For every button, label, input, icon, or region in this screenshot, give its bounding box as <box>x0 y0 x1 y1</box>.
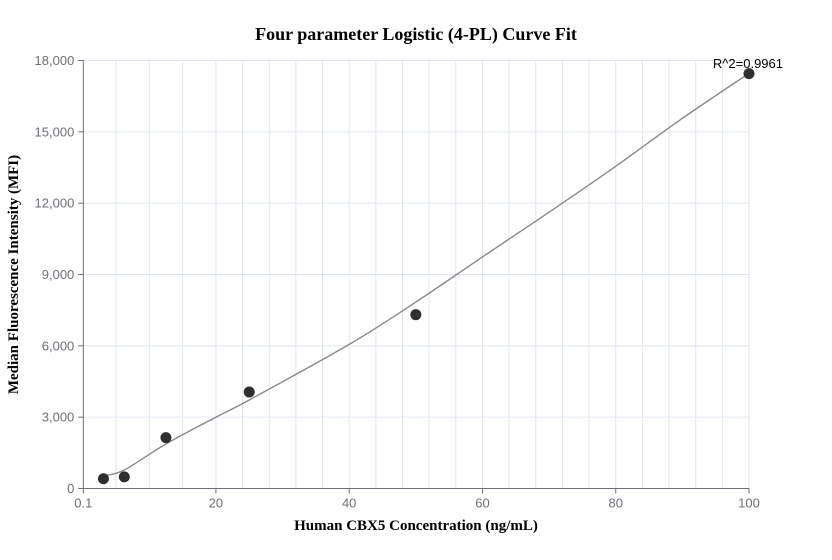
y-tick-label: 12,000 <box>35 196 75 211</box>
data-points <box>97 68 755 485</box>
data-point <box>743 68 755 80</box>
data-point <box>97 473 109 485</box>
axes: 0.1 20 40 60 80 100 0 3,000 6,000 9,000 12,000 15,0… <box>35 53 760 511</box>
x-tick-label: 80 <box>608 496 622 511</box>
y-axis-label: Median Fluorescence Intensity (MFI) <box>6 155 22 394</box>
x-tick-label: 60 <box>475 496 489 511</box>
fit-line-curve <box>103 72 750 477</box>
x-tick-label: 0.1 <box>74 496 92 511</box>
y-tick-label: 6,000 <box>42 338 75 353</box>
x-axis-label: Human CBX5 Concentration (ng/mL) <box>294 518 538 534</box>
x-tick-label: 100 <box>738 496 760 511</box>
y-tick-label: 18,000 <box>35 53 75 68</box>
y-tick-label: 15,000 <box>35 124 75 139</box>
y-tick-label: 0 <box>67 481 74 496</box>
r-squared-annotation: R^2=0.9961 <box>713 56 783 71</box>
x-tick-label: 40 <box>342 496 356 511</box>
y-tick-label: 9,000 <box>42 267 75 282</box>
y-tick-label: 3,000 <box>42 410 75 425</box>
gridlines <box>83 60 750 489</box>
data-point <box>160 432 172 444</box>
x-tick-label: 20 <box>209 496 223 511</box>
data-point <box>410 309 422 321</box>
data-point <box>243 386 255 398</box>
data-point <box>118 471 130 483</box>
chart-title: Four parameter Logistic (4-PL) Curve Fit <box>255 24 577 45</box>
